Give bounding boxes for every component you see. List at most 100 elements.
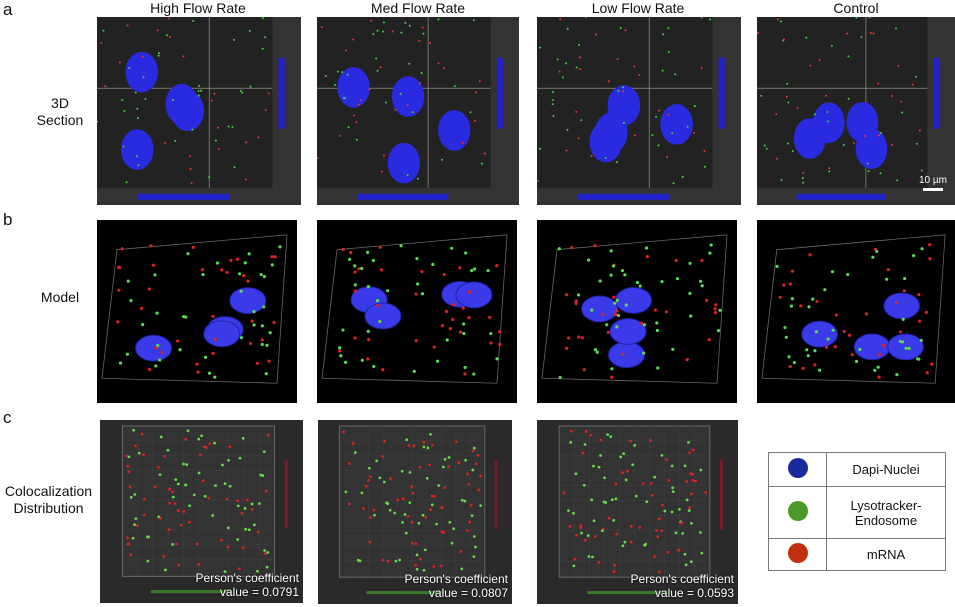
particle: [775, 264, 779, 269]
particle: [178, 348, 182, 352]
particle: [338, 349, 342, 353]
puncta: [317, 157, 319, 160]
coloc-plot-high: Person's coefficient value = 0.0791: [100, 420, 303, 603]
data-point: [600, 529, 604, 533]
puncta: [346, 73, 349, 76]
data-point: [223, 570, 227, 573]
particle: [830, 270, 835, 274]
particle: [611, 264, 616, 268]
particle: [242, 274, 246, 278]
data-point: [164, 568, 167, 572]
data-point: [680, 521, 683, 525]
particle: [201, 272, 205, 277]
model-image-control: [757, 220, 955, 403]
data-point: [440, 530, 444, 534]
legend-label: mRNA: [826, 538, 946, 571]
particle: [713, 310, 717, 315]
puncta: [757, 32, 759, 35]
puncta: [780, 179, 783, 182]
puncta: [901, 111, 904, 114]
x-histogram-bar: [150, 590, 232, 594]
data-point: [575, 533, 578, 537]
puncta: [579, 68, 582, 71]
particle: [635, 280, 640, 285]
bounding-box: [541, 234, 728, 384]
particle: [273, 255, 277, 259]
puncta: [878, 134, 881, 137]
particle: [614, 312, 618, 317]
puncta: [604, 156, 607, 160]
particle: [125, 352, 130, 356]
puncta: [828, 167, 831, 170]
data-point: [681, 532, 685, 535]
data-point: [389, 477, 392, 480]
particle: [126, 279, 130, 283]
puncta: [566, 27, 569, 30]
section-image-med: [317, 17, 519, 205]
puncta: [336, 70, 339, 73]
data-point: [342, 430, 345, 434]
data-point: [250, 502, 254, 506]
data-point: [226, 526, 230, 530]
data-point: [621, 544, 625, 548]
particle: [916, 357, 920, 361]
legend-swatch-red: [787, 543, 808, 563]
data-point: [603, 476, 606, 480]
data-point: [127, 455, 131, 459]
puncta: [165, 34, 168, 37]
data-point: [435, 522, 438, 526]
particle: [645, 255, 650, 259]
puncta: [174, 139, 177, 142]
puncta: [594, 33, 597, 36]
data-point: [582, 483, 586, 487]
data-point: [468, 520, 472, 524]
data-point: [683, 464, 687, 468]
particle: [885, 277, 889, 281]
data-point: [369, 475, 372, 479]
data-point: [156, 465, 160, 469]
data-point: [426, 446, 430, 450]
particle: [842, 329, 846, 333]
puncta: [681, 175, 684, 178]
data-point: [411, 491, 415, 495]
data-point: [133, 493, 137, 496]
coloc-plot-low: Person's coefficient value = 0.0593: [537, 420, 738, 604]
particle: [129, 299, 133, 303]
particle: [638, 284, 642, 288]
data-point: [221, 463, 224, 467]
data-point: [236, 499, 240, 503]
particle: [378, 319, 382, 324]
puncta: [693, 131, 696, 134]
puncta: [171, 99, 175, 102]
data-point: [660, 529, 664, 533]
data-point: [629, 540, 633, 544]
particle: [792, 360, 796, 365]
data-point: [671, 490, 675, 493]
particle: [379, 268, 384, 272]
particle: [376, 304, 380, 308]
puncta: [217, 147, 220, 151]
particle: [919, 338, 923, 342]
particle: [688, 261, 692, 265]
particle: [343, 360, 348, 364]
puncta: [565, 62, 568, 65]
particle: [904, 346, 908, 350]
data-point: [146, 559, 150, 563]
data-point: [360, 491, 364, 495]
data-point: [437, 484, 441, 487]
data-point: [614, 497, 618, 501]
data-point: [643, 543, 647, 547]
bottom-projection-nuclei: [796, 193, 886, 200]
panel-label-a: a: [3, 0, 13, 19]
particle: [624, 303, 628, 307]
puncta: [443, 67, 446, 70]
particle: [260, 342, 264, 347]
data-point: [607, 516, 611, 520]
puncta: [372, 33, 375, 36]
data-point: [562, 491, 566, 495]
puncta: [709, 18, 712, 21]
particle: [149, 244, 153, 248]
data-point: [471, 449, 475, 453]
particle: [118, 361, 123, 365]
puncta: [662, 33, 665, 36]
